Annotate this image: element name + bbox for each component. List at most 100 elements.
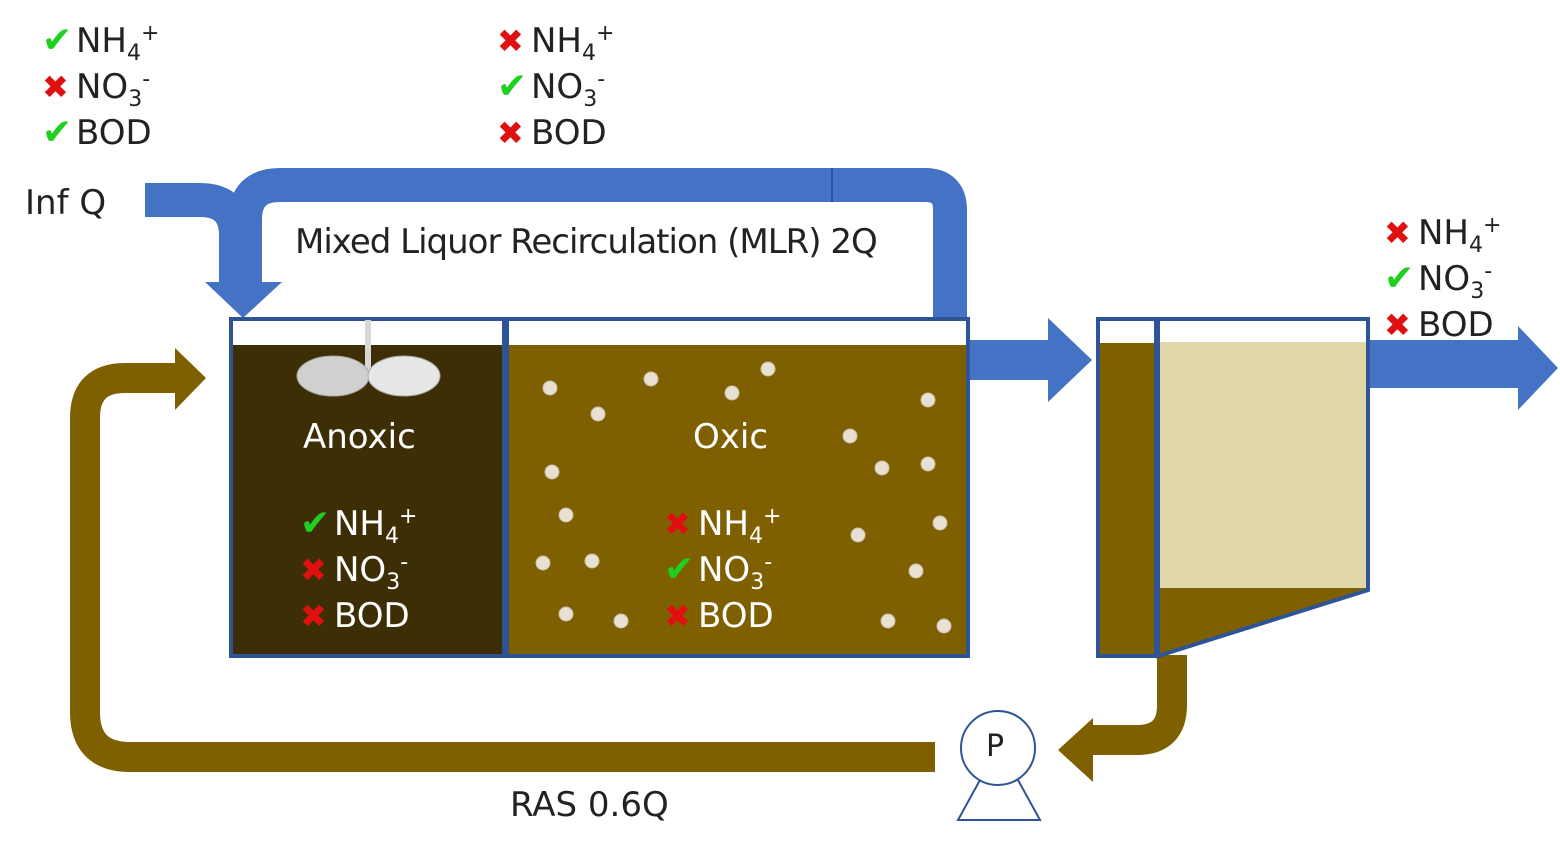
species-subscript: 4 — [582, 41, 596, 66]
species-nh4: NH4+ — [334, 504, 418, 548]
cross-icon: ✖ — [497, 22, 524, 60]
status-row-bod: ✖ BOD — [300, 593, 417, 639]
clarifier-clear-zone — [1158, 342, 1368, 588]
species-superscript: + — [141, 21, 160, 46]
effluent-arrowhead-2 — [1518, 326, 1558, 410]
species-base: NO — [531, 67, 584, 107]
species-bod: BOD — [334, 599, 410, 633]
influent-arrowhead — [205, 282, 282, 318]
species-subscript: 3 — [128, 87, 143, 112]
cross-icon: ✖ — [497, 114, 524, 152]
oxic-label: Oxic — [693, 417, 769, 457]
status-row-no3: ✔ NO3- — [664, 547, 781, 594]
species-subscript: 4 — [127, 41, 141, 66]
species-base: NH — [698, 504, 749, 544]
species-subscript: 3 — [583, 87, 598, 112]
status-row-nh4: ✔ NH4+ — [42, 18, 160, 65]
clarifier-inlet-sludge — [1098, 343, 1156, 656]
status-row-nh4: ✖ NH4+ — [664, 501, 782, 548]
status-row-bod: ✖ BOD — [1384, 302, 1501, 348]
pump-label: P — [986, 729, 1005, 764]
species-subscript: 3 — [386, 570, 401, 595]
species-base: BOD — [698, 596, 774, 636]
check-icon: ✔ — [497, 66, 528, 107]
influent-pipe — [145, 183, 253, 285]
species-nh4: NH4+ — [531, 21, 615, 65]
cross-icon: ✖ — [42, 68, 69, 106]
species-subscript: 4 — [1469, 233, 1483, 258]
effluent-status: ✖ NH4+ ✔ NO3- ✖ BOD — [1384, 210, 1501, 348]
species-superscript: + — [399, 504, 418, 529]
cross-icon: ✖ — [664, 597, 691, 635]
status-row-bod: ✖ BOD — [664, 593, 781, 639]
effluent-pipe-2 — [1368, 340, 1518, 388]
check-icon: ✔ — [1384, 258, 1415, 299]
species-subscript: 3 — [1470, 279, 1485, 304]
species-superscript: + — [763, 504, 782, 529]
sludge-pipe — [1090, 655, 1187, 755]
status-row-nh4: ✔ NH4+ — [300, 501, 418, 548]
species-superscript: - — [764, 550, 773, 575]
species-no3: NO3- — [76, 67, 151, 111]
pump-icon — [956, 710, 1042, 821]
species-nh4: NH4+ — [698, 504, 782, 548]
anoxic-tank-liquid — [231, 345, 504, 656]
status-row-bod: ✔ BOD — [42, 110, 159, 156]
species-no3: NO3- — [531, 67, 606, 111]
clarifier-border — [1156, 317, 1370, 659]
mlr-label: Mixed Liquor Recirculation (MLR) 2Q — [295, 222, 878, 262]
species-no3: NO3- — [1418, 261, 1492, 303]
anoxic-label: Anoxic — [303, 417, 416, 457]
species-superscript: + — [596, 21, 615, 46]
cross-icon: ✖ — [300, 551, 327, 589]
species-bod: BOD — [698, 599, 774, 633]
species-base: NH — [531, 21, 582, 61]
status-row-nh4: ✖ NH4+ — [497, 18, 615, 65]
species-subscript: 4 — [749, 524, 763, 549]
species-bod: BOD — [531, 116, 607, 150]
species-base: NH — [1418, 213, 1469, 253]
species-base: NH — [334, 504, 385, 544]
ras-arrowhead — [175, 348, 206, 410]
status-row-bod: ✖ BOD — [497, 110, 614, 156]
mixer-impeller-icon — [296, 355, 441, 397]
species-subscript: 3 — [750, 570, 765, 595]
species-superscript: + — [1483, 213, 1502, 238]
effluent-pipe-1 — [968, 340, 1048, 380]
oxic-tank-top — [507, 319, 968, 345]
species-superscript: - — [142, 67, 151, 92]
species-base: NO — [334, 550, 387, 590]
cross-icon: ✖ — [1384, 214, 1411, 252]
inf-q-label: Inf Q — [25, 183, 107, 223]
species-nh4: NH4+ — [1418, 213, 1502, 257]
mlr-status: ✖ NH4+ ✔ NO3- ✖ BOD — [497, 18, 614, 156]
species-no3: NO3- — [698, 550, 773, 594]
species-nh4: NH4+ — [76, 21, 160, 65]
species-no3: NO3- — [334, 550, 409, 594]
influent-status: ✔ NH4+ ✖ NO3- ✔ BOD — [42, 18, 159, 156]
cross-icon: ✖ — [664, 505, 691, 543]
effluent-arrowhead-1 — [1048, 318, 1092, 402]
aeration-bubbles — [535, 361, 952, 634]
check-icon: ✔ — [664, 549, 695, 590]
status-row-no3: ✔ NO3- — [1384, 256, 1501, 303]
species-base: BOD — [531, 113, 607, 153]
anoxic-status: ✔ NH4+ ✖ NO3- ✖ BOD — [300, 501, 417, 639]
species-superscript: - — [400, 550, 409, 575]
oxic-status: ✖ NH4+ ✔ NO3- ✖ BOD — [664, 501, 781, 639]
status-row-no3: ✖ NO3- — [300, 547, 417, 594]
status-row-no3: ✔ NO3- — [497, 64, 614, 111]
ras-label: RAS 0.6Q — [510, 785, 669, 825]
species-base: BOD — [76, 113, 152, 153]
anoxic-tank-border — [229, 317, 506, 658]
cross-icon: ✖ — [300, 597, 327, 635]
clarifier-inlet-top — [1098, 319, 1156, 343]
oxic-tank-border — [505, 317, 970, 658]
status-row-nh4: ✖ NH4+ — [1384, 210, 1502, 257]
species-bod: BOD — [1418, 308, 1494, 342]
species-base: NH — [76, 21, 127, 61]
sludge-arrowhead — [1058, 718, 1093, 782]
species-superscript: - — [597, 67, 606, 92]
check-icon: ✔ — [300, 503, 331, 544]
